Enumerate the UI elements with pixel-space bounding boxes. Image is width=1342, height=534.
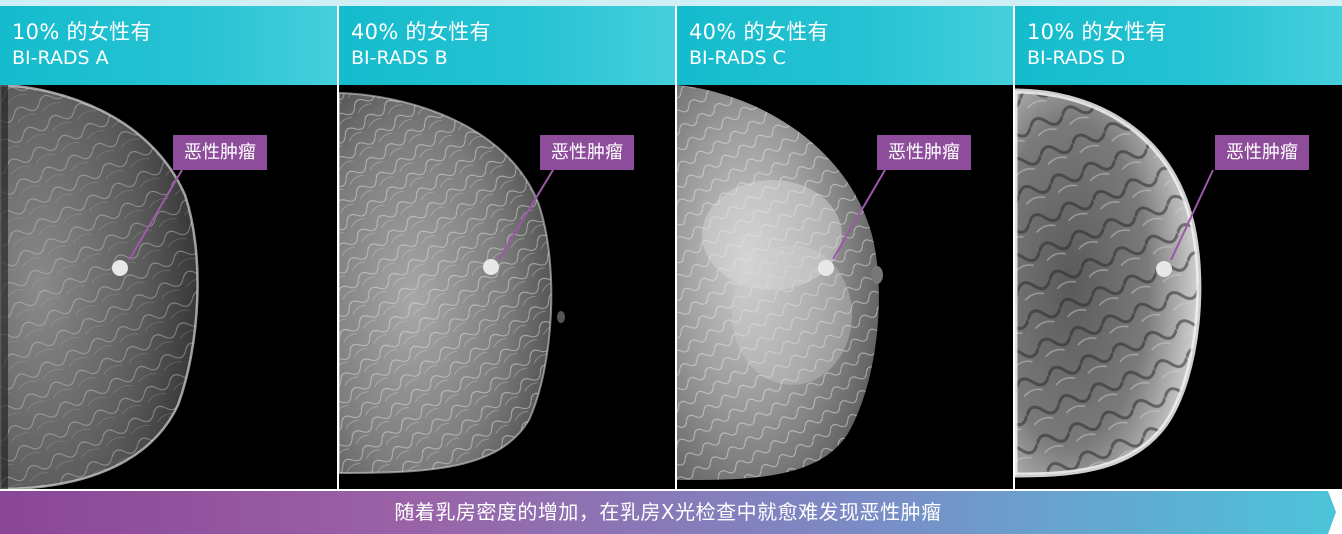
tumor-marker [112, 260, 128, 276]
tumor-marker [483, 259, 499, 275]
tumor-label: 恶性肿瘤 [173, 135, 267, 170]
mammogram-d-graphic [1015, 88, 1214, 478]
mammogram-image: 恶性肿瘤 [677, 85, 1013, 489]
tumor-label: 恶性肿瘤 [877, 135, 971, 170]
tumor-label: 恶性肿瘤 [1215, 135, 1309, 170]
panel-header: 40% 的女性有 BI-RADS C [677, 6, 1013, 85]
density-stat: 40% 的女性有 [351, 20, 491, 44]
density-stat: 10% 的女性有 [1027, 20, 1167, 44]
mammogram-a-graphic [0, 85, 199, 489]
tumor-pointer-line [832, 169, 886, 260]
density-stat: 10% 的女性有 [12, 20, 152, 44]
panel-birads-d: 10% 的女性有 BI-RADS D 恶性肿瘤 [1015, 6, 1342, 489]
tumor-pointer-line [498, 169, 554, 260]
mammogram-image: 恶性肿瘤 [1015, 85, 1342, 489]
tumor-pointer-line [128, 169, 183, 261]
birads-category: BI-RADS A [12, 47, 109, 69]
mammogram-b-graphic [339, 91, 565, 475]
panel-birads-b: 40% 的女性有 BI-RADS B 恶性肿瘤 [339, 6, 675, 489]
tumor-label: 恶性肿瘤 [540, 135, 634, 170]
mammogram-c-graphic [677, 85, 886, 480]
density-stat: 40% 的女性有 [689, 20, 829, 44]
footer-caption: 随着乳房密度的增加，在乳房X光检查中就愈难发现恶性肿瘤 [394, 500, 942, 524]
mammogram-image: 恶性肿瘤 [0, 85, 337, 489]
footer-banner: 随着乳房密度的增加，在乳房X光检查中就愈难发现恶性肿瘤 [0, 491, 1336, 534]
birads-category: BI-RADS C [689, 47, 786, 69]
birads-category: BI-RADS D [1027, 47, 1126, 69]
mammogram-image: 恶性肿瘤 [339, 85, 675, 489]
tumor-marker [818, 260, 834, 276]
tumor-pointer-line [1170, 169, 1214, 261]
birads-category: BI-RADS B [351, 47, 448, 69]
tumor-marker [1156, 261, 1172, 277]
panel-birads-a: 10% 的女性有 BI-RADS A 恶性肿瘤 [0, 6, 337, 489]
panel-birads-c: 40% 的女性有 BI-RADS C 恶性肿瘤 [677, 6, 1013, 489]
panel-header: 40% 的女性有 BI-RADS B [339, 6, 675, 85]
panel-header: 10% 的女性有 BI-RADS A [0, 6, 337, 85]
top-strip [0, 0, 1342, 6]
panel-header: 10% 的女性有 BI-RADS D [1015, 6, 1342, 85]
